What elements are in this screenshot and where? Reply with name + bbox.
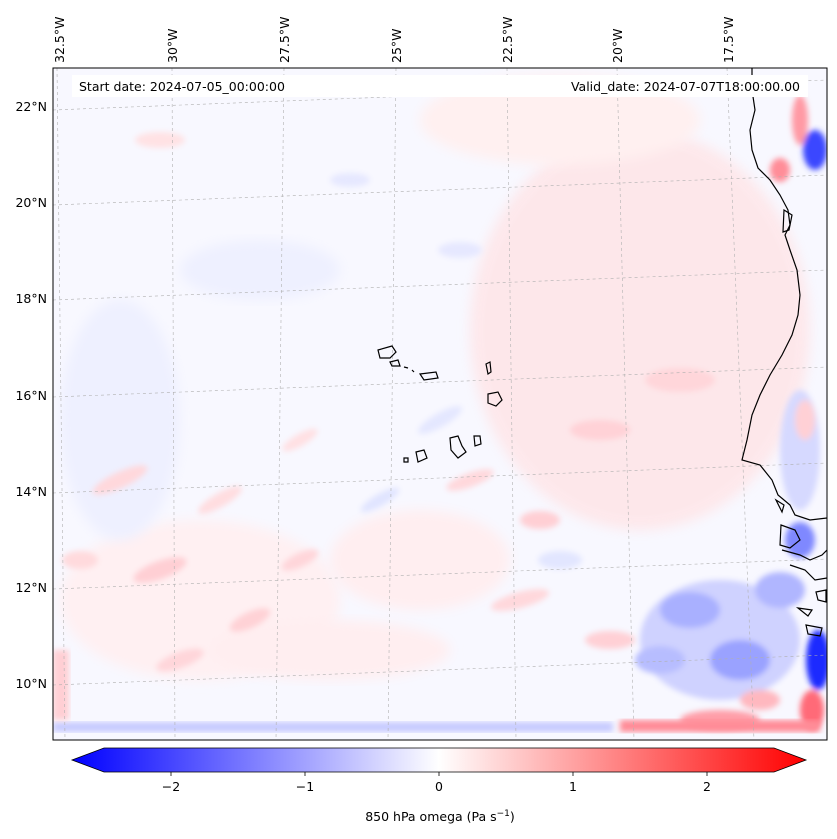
lon-label: 20°W xyxy=(610,28,625,63)
map-panel xyxy=(52,67,828,741)
southern-boundary-band xyxy=(53,722,613,732)
lat-label: 22°N xyxy=(15,99,47,114)
colorbar-bar xyxy=(70,747,808,773)
valid-date-label: Valid_date: 2024-07-07T18:00:00.00 xyxy=(571,79,800,94)
lon-label: 17.5°W xyxy=(721,17,736,63)
omega-patches xyxy=(62,132,715,672)
colorbar-ticks xyxy=(170,772,708,776)
lat-label: 18°N xyxy=(15,291,47,306)
lon-label: 32.5°W xyxy=(52,17,67,63)
map-frame xyxy=(52,67,828,741)
lat-label: 12°N xyxy=(15,580,47,595)
colorbar: −2 −1 0 1 2 850 hPa omega (Pa s−1) xyxy=(70,747,808,824)
latitude-labels: 22°N 20°N 18°N 16°N 14°N 12°N 10°N xyxy=(15,99,47,691)
graticule xyxy=(53,68,827,740)
omega-field xyxy=(53,75,827,732)
lon-label: 25°W xyxy=(389,28,404,63)
lat-label: 16°N xyxy=(15,388,47,403)
lat-label: 10°N xyxy=(15,676,47,691)
colorbar-tick-label: −1 xyxy=(296,779,314,794)
colorbar-label: 850 hPa omega (Pa s−1) xyxy=(365,809,515,824)
colorbar-tick-label: −2 xyxy=(162,779,180,794)
lon-label: 22.5°W xyxy=(500,17,515,63)
colorbar-tick-label: 2 xyxy=(703,779,711,794)
southeast-blue-zone xyxy=(635,390,820,730)
start-date-label: Start date: 2024-07-05_00:00:00 xyxy=(79,79,285,94)
lat-label: 20°N xyxy=(15,195,47,210)
colorbar-tick-label: 1 xyxy=(569,779,577,794)
longitude-labels: 32.5°W 30°W 27.5°W 25°W 22.5°W 20°W 17.5… xyxy=(52,17,736,63)
lat-label: 14°N xyxy=(15,484,47,499)
colorbar-tick-label: 0 xyxy=(435,779,443,794)
lon-label: 30°W xyxy=(165,28,180,63)
cape-verde-islands xyxy=(377,345,503,463)
lon-label: 27.5°W xyxy=(277,17,292,63)
coastlines xyxy=(741,68,827,637)
africa-coastline xyxy=(741,68,827,521)
header-band xyxy=(72,75,808,97)
